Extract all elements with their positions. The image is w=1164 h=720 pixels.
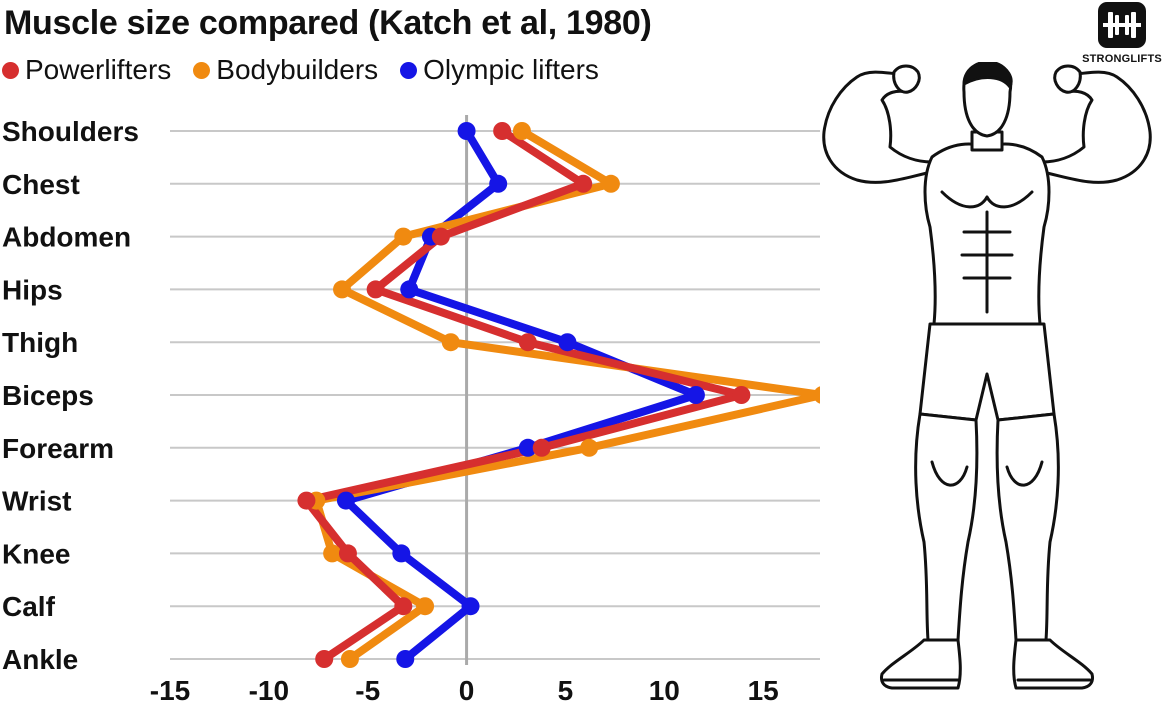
legend-item-olympic-lifters: Olympic lifters (400, 54, 599, 86)
category-label-knee: Knee (2, 538, 70, 569)
brand-logo: STRONGLIFTS (1080, 2, 1164, 65)
legend-marker-bodybuilders (193, 61, 211, 79)
data-point-olympic-lifters-shoulders (457, 122, 476, 140)
barbell-logo-icon (1098, 2, 1146, 48)
data-point-powerlifters-biceps (732, 386, 751, 404)
data-point-bodybuilders-ankle (340, 650, 359, 668)
data-point-powerlifters-thigh (518, 333, 537, 352)
data-point-olympic-lifters-knee (392, 544, 411, 563)
data-point-powerlifters-calf (394, 597, 413, 616)
data-point-olympic-lifters-thigh (558, 333, 577, 352)
data-point-bodybuilders-thigh (441, 333, 460, 352)
category-label-ankle: Ankle (2, 644, 78, 675)
data-point-powerlifters-knee (338, 544, 357, 563)
data-point-olympic-lifters-wrist (336, 491, 355, 510)
x-tick-label-5: 5 (558, 675, 574, 706)
x-tick-label--15: -15 (150, 675, 190, 706)
data-point-bodybuilders-abdomen (394, 227, 413, 246)
legend-label-olympic-lifters: Olympic lifters (423, 54, 599, 85)
x-tick-label-10: 10 (649, 675, 680, 706)
data-point-olympic-lifters-hips (400, 280, 419, 299)
data-point-bodybuilders-calf (416, 597, 435, 616)
category-label-abdomen: Abdomen (2, 222, 131, 253)
data-point-powerlifters-forearm (532, 438, 551, 457)
legend-label-powerlifters: Powerlifters (25, 54, 172, 85)
data-point-powerlifters-abdomen (431, 227, 450, 246)
legend-item-powerlifters: Powerlifters (2, 54, 171, 86)
bodybuilder-illustration (822, 62, 1152, 690)
x-tick-label--10: -10 (249, 675, 289, 706)
data-point-bodybuilders-biceps (813, 386, 820, 404)
legend: Powerlifters Bodybuilders Olympic lifter… (2, 54, 599, 86)
category-label-thigh: Thigh (2, 327, 78, 358)
legend-marker-olympic-lifters (400, 61, 418, 79)
category-label-chest: Chest (2, 169, 80, 200)
data-point-powerlifters-hips (366, 280, 385, 299)
category-label-biceps: Biceps (2, 380, 94, 411)
data-point-powerlifters-shoulders (493, 122, 512, 140)
data-point-bodybuilders-knee (323, 544, 342, 563)
legend-marker-powerlifters (2, 61, 19, 79)
x-tick-label-15: 15 (748, 675, 779, 706)
legend-item-bodybuilders: Bodybuilders (193, 54, 378, 86)
data-point-olympic-lifters-calf (461, 597, 480, 616)
category-label-shoulders: Shoulders (2, 116, 139, 147)
x-tick-label--5: -5 (355, 675, 380, 706)
data-point-olympic-lifters-biceps (686, 386, 705, 404)
data-point-powerlifters-chest (574, 174, 593, 193)
data-point-bodybuilders-forearm (580, 438, 599, 457)
data-point-olympic-lifters-forearm (518, 438, 537, 457)
category-label-hips: Hips (2, 274, 63, 305)
chart-title: Muscle size compared (Katch et al, 1980) (4, 4, 652, 42)
brand-name: STRONGLIFTS (1082, 53, 1162, 65)
data-point-powerlifters-ankle (315, 650, 334, 668)
category-label-calf: Calf (2, 591, 56, 622)
data-point-olympic-lifters-chest (489, 174, 508, 193)
legend-label-bodybuilders: Bodybuilders (216, 54, 379, 85)
x-tick-label-0: 0 (459, 675, 475, 706)
data-point-bodybuilders-shoulders (512, 122, 531, 140)
chart-plot: Shoulders Chest Abdomen Hips Thigh Biceps Fore… (2, 115, 820, 706)
data-point-bodybuilders-hips (333, 280, 352, 299)
category-label-wrist: Wrist (2, 486, 72, 517)
data-point-powerlifters-wrist (297, 491, 316, 510)
data-point-bodybuilders-chest (601, 174, 620, 193)
category-label-forearm: Forearm (2, 433, 114, 464)
data-point-olympic-lifters-ankle (396, 650, 415, 668)
